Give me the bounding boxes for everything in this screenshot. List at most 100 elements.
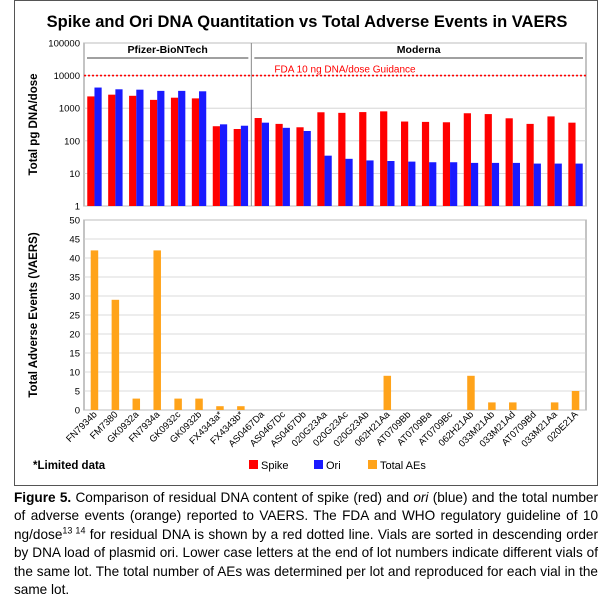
figure-caption: Figure 5. Comparison of residual DNA con… [14,489,598,599]
legend-label-total-aes: Total AEs [380,460,426,472]
bar-spike-AS0467Da [254,118,262,206]
bar-spike-020G23Aa [317,112,325,206]
bar-spike-FN7934b [87,96,95,206]
bar-ori-GK0932a [136,89,144,206]
bar-spike-020G23Ab [359,112,367,206]
bar-total-aes-FN7934a [153,250,161,410]
bottom-y-tick-label: 50 [69,216,80,227]
top-y-tick-label: 1 [75,202,80,213]
limited-data-note: *Limited data [33,460,106,472]
bar-spike-GK0932a [129,95,137,206]
top-y-tick-label: 10 [69,169,80,180]
bar-total-aes-GK0932c [174,398,182,410]
bottom-y-tick-label: 10 [69,368,80,379]
bar-ori-GK0932c [178,90,186,206]
bar-ori-033M21Aa [554,163,562,206]
bar-ori-AT0709Ba [429,162,437,206]
bar-spike-020E21A [568,122,576,206]
group-label: Pfizer-BioNTech [128,44,208,56]
bottom-y-tick-label: 20 [69,330,80,341]
bottom-y-axis-label: Total Adverse Events (VAERS) [28,232,40,397]
chart-svg: Spike and Ori DNA Quantitation vs Total … [28,13,587,472]
bar-total-aes-033M21Ab [488,402,496,410]
bottom-y-tick-label: 15 [69,349,80,360]
bar-total-aes-062H21Ab [467,375,475,410]
bar-spike-AT0709Ba [421,121,430,206]
caption-text-1: Comparison of residual DNA content of sp… [71,490,414,505]
bar-spike-062H21Aa [380,111,388,206]
bar-ori-FX4343b* [240,125,249,206]
legend-swatch-total-aes [368,460,377,469]
bottom-y-tick-label: 35 [69,273,80,284]
fda-guidance-label: FDA 10 ng DNA/dose Guidance [274,65,416,76]
caption-text-3: for residual DNA is shown by a red dotte… [14,526,598,598]
top-y-axis-label: Total pg DNA/dose [28,73,40,175]
legend-swatch-spike [249,460,258,469]
chart-title: Spike and Ori DNA Quantitation vs Total … [47,13,568,31]
bar-spike-FN7934a [150,99,158,206]
bar-total-aes-GK0932a [132,398,141,410]
bar-ori-033M21Ad [512,162,520,206]
top-y-tick-label: 100000 [48,39,80,50]
bar-ori-AT0709Bd [533,163,541,206]
legend-swatch-ori [314,460,323,469]
bar-total-aes-033M21Ad [509,402,517,410]
bottom-y-tick-label: 0 [75,406,80,417]
bar-spike-AS0467Db [296,127,304,206]
bar-ori-FM7380 [115,89,123,206]
bar-spike-AT0709Bd [526,123,534,206]
legend-label-spike: Spike [261,460,289,472]
bar-ori-020G23Ac [345,158,353,206]
bar-total-aes-020E21A [571,391,580,410]
bar-spike-FX4343a* [212,126,220,206]
caption-ori-italic: ori [413,490,429,505]
bar-spike-AS0467Dc [275,123,283,206]
legend-label-ori: Ori [326,460,341,472]
bar-ori-020E21A [575,163,583,206]
bar-ori-AS0467Da [261,122,269,206]
bar-ori-AT0709Bc [450,162,458,206]
bar-ori-033M21Ab [491,162,500,206]
bar-ori-GK0932b [199,91,207,206]
bar-spike-033M21Aa [547,116,555,206]
caption-figure-label: Figure 5. [14,490,72,505]
bar-spike-062H21Ab [463,113,471,206]
bottom-y-tick-label: 5 [75,387,80,398]
bar-ori-FX4343a* [219,124,228,206]
bottom-y-tick-label: 45 [69,235,80,246]
bar-spike-AT0709Bb [401,121,409,206]
bar-total-aes-FX4343b* [237,406,245,410]
figure-panel: Spike and Ori DNA Quantitation vs Total … [14,0,598,486]
bar-ori-062H21Ab [470,162,479,206]
bar-total-aes-FM7380 [111,299,120,410]
bar-total-aes-062H21Aa [383,375,392,410]
bottom-y-tick-label: 40 [69,254,80,265]
bar-total-aes-FN7934b [90,250,99,410]
bar-ori-FN7934a [157,90,165,206]
top-y-tick-label: 100 [64,136,80,147]
bar-spike-GK0932c [170,97,179,206]
bar-ori-FN7934b [94,87,102,206]
group-label: Moderna [397,44,441,56]
bar-spike-033M21Ab [484,114,492,206]
bar-ori-020G23Ab [366,160,374,206]
bar-total-aes-FX4343a* [216,406,224,410]
bar-spike-FX4343b* [233,129,241,206]
bar-ori-AS0467Db [303,130,311,206]
bar-spike-020G23Ac [338,112,346,206]
bar-spike-AT0709Bc [442,122,451,206]
bottom-y-tick-label: 30 [69,292,80,303]
bar-ori-062H21Aa [387,161,395,206]
bar-ori-020G23Aa [324,155,332,206]
bar-spike-033M21Ad [505,118,513,206]
caption-text-2: (blue) and the total number of adverse e… [14,490,598,542]
bar-total-aes-GK0932b [195,398,203,410]
bottom-y-tick-label: 25 [69,311,80,322]
top-y-tick-label: 1000 [59,104,80,115]
bar-spike-FM7380 [108,94,116,206]
caption-superscript: 13 14 [62,525,86,536]
bar-ori-AT0709Bb [408,161,416,206]
bar-total-aes-033M21Aa [550,402,559,410]
bar-ori-AS0467Dc [282,127,290,206]
top-y-tick-label: 10000 [54,71,80,82]
